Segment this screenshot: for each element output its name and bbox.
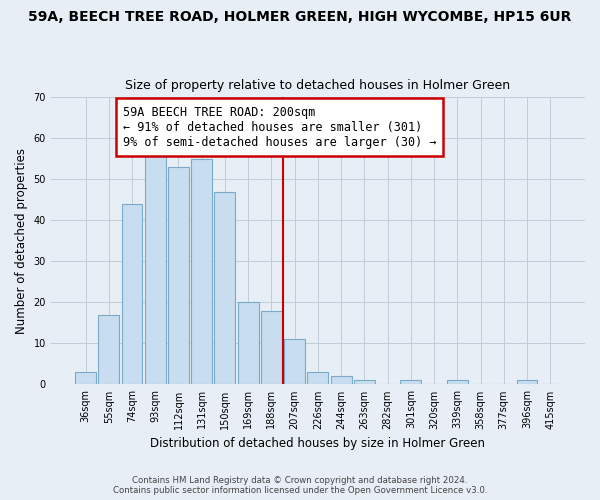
Bar	[214, 192, 235, 384]
Title: Size of property relative to detached houses in Holmer Green: Size of property relative to detached ho…	[125, 79, 511, 92]
Bar	[238, 302, 259, 384]
Bar	[307, 372, 328, 384]
Y-axis label: Number of detached properties: Number of detached properties	[15, 148, 28, 334]
Bar	[75, 372, 96, 384]
Bar	[145, 155, 166, 384]
Text: 59A, BEECH TREE ROAD, HOLMER GREEN, HIGH WYCOMBE, HP15 6UR: 59A, BEECH TREE ROAD, HOLMER GREEN, HIGH…	[28, 10, 572, 24]
Bar	[284, 340, 305, 384]
Bar	[354, 380, 375, 384]
Bar	[400, 380, 421, 384]
Bar	[122, 204, 142, 384]
Bar	[98, 314, 119, 384]
Bar	[261, 310, 282, 384]
Bar	[447, 380, 468, 384]
Text: 59A BEECH TREE ROAD: 200sqm
← 91% of detached houses are smaller (301)
9% of sem: 59A BEECH TREE ROAD: 200sqm ← 91% of det…	[123, 106, 436, 148]
Bar	[517, 380, 538, 384]
Text: Contains HM Land Registry data © Crown copyright and database right 2024.
Contai: Contains HM Land Registry data © Crown c…	[113, 476, 487, 495]
Bar	[331, 376, 352, 384]
X-axis label: Distribution of detached houses by size in Holmer Green: Distribution of detached houses by size …	[151, 437, 485, 450]
Bar	[191, 159, 212, 384]
Bar	[168, 167, 189, 384]
